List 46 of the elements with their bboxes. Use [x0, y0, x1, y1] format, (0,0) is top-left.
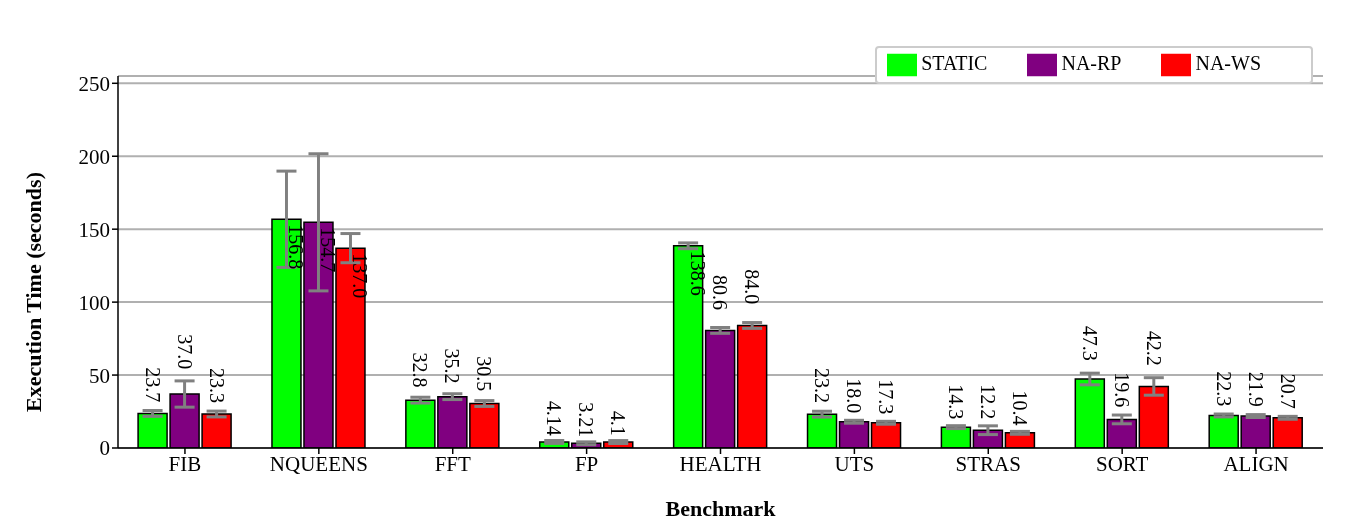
- data-label: 137.0: [349, 253, 372, 299]
- data-label: 17.3: [875, 379, 898, 415]
- legend-label: NA-RP: [1061, 51, 1122, 74]
- data-label: 35.2: [441, 348, 464, 384]
- y-tick-label: 200: [78, 144, 110, 169]
- data-label: 37.0: [173, 334, 196, 370]
- y-tick-label: 100: [78, 290, 110, 315]
- legend-label: NA-WS: [1195, 51, 1261, 74]
- y-tick-label: 150: [78, 217, 110, 242]
- data-label: 20.7: [1276, 373, 1299, 409]
- data-label: 21.9: [1244, 371, 1267, 407]
- data-label: 42.2: [1142, 330, 1165, 366]
- data-label: 4.14: [543, 400, 566, 436]
- data-label: 19.6: [1110, 372, 1133, 408]
- data-label: 80.6: [709, 274, 732, 310]
- x-tick-label: FFT: [434, 451, 471, 476]
- x-tick-label: NQUEENS: [269, 451, 368, 476]
- x-tick-label: SORT: [1095, 451, 1149, 476]
- data-label: 154.7: [317, 227, 340, 273]
- data-label: 32.8: [409, 352, 432, 388]
- data-label: 3.21: [575, 402, 598, 438]
- data-label: 47.3: [1078, 325, 1101, 361]
- y-tick-label: 50: [89, 363, 110, 388]
- y-axis-title: Execution Time (seconds): [20, 172, 46, 412]
- x-axis-title: Benchmark: [665, 496, 777, 521]
- data-label: 10.4: [1008, 390, 1031, 426]
- data-label: 12.2: [976, 384, 999, 420]
- legend-label: STATIC: [921, 51, 988, 74]
- y-tick-label: 250: [78, 71, 110, 96]
- data-label: 22.3: [1212, 371, 1235, 407]
- data-label: 156.8: [285, 224, 308, 270]
- x-tick-label: FP: [574, 451, 599, 476]
- data-label: 23.7: [141, 367, 164, 403]
- data-label: 4.1: [607, 410, 630, 436]
- data-label: 23.2: [811, 368, 834, 404]
- x-tick-label: FIB: [168, 451, 202, 476]
- x-tick-label: STRAS: [955, 451, 1021, 476]
- data-label: 84.0: [741, 269, 764, 305]
- data-label: 14.3: [944, 384, 967, 420]
- x-tick-label: HEALTH: [679, 451, 762, 476]
- y-tick-label: 0: [99, 436, 110, 461]
- data-label: 23.3: [205, 367, 228, 403]
- x-tick-label: ALIGN: [1223, 451, 1289, 476]
- data-label: 18.0: [843, 378, 866, 414]
- data-label: 30.5: [473, 356, 496, 392]
- x-tick-label: UTS: [834, 451, 875, 476]
